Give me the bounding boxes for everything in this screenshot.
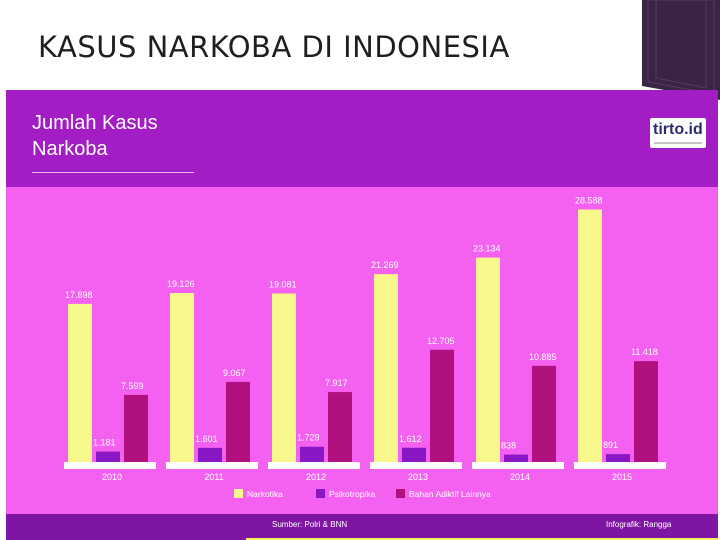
bar-3-2010	[124, 394, 148, 462]
source-note: Sumber: Polri & BNN	[272, 520, 348, 529]
bar-3-2012	[328, 392, 352, 462]
bar-2-2011	[198, 447, 222, 462]
bar-1-2012	[272, 293, 296, 462]
category-base	[574, 462, 666, 469]
bar-1-2011	[170, 293, 194, 462]
legend-swatch	[234, 489, 243, 498]
data-label: 17.898	[65, 290, 93, 300]
legend-swatch	[396, 489, 405, 498]
title-underline	[32, 172, 194, 173]
bar-1-2015	[578, 209, 602, 462]
category-label: 2015	[612, 472, 632, 482]
bar-1-2013	[374, 274, 398, 462]
data-label: 1.612	[399, 434, 422, 444]
infographic-footer: Sumber: Polri & BNN Infografik: Rangga	[6, 514, 718, 540]
credit-note: Infografik: Rangga	[606, 520, 672, 529]
data-label: 28.588	[575, 195, 603, 205]
bar-3-2013	[430, 349, 454, 462]
category-base	[268, 462, 360, 469]
legend-label: Bahan Adiktif Lainnya	[409, 489, 491, 499]
logo-text: tirto.id	[653, 121, 703, 138]
category-base	[370, 462, 462, 469]
footer-accent-line	[246, 538, 718, 540]
data-label: 23.134	[473, 244, 501, 254]
bar-3-2014	[532, 365, 556, 462]
bar-2-2014	[504, 454, 528, 462]
bar-2-2015	[606, 454, 630, 462]
bar-1-2010	[68, 303, 92, 462]
data-label: 1.601	[195, 434, 218, 444]
category-base	[166, 462, 258, 469]
tirto-logo: tirto.id	[650, 118, 706, 148]
category-label: 2010	[102, 472, 122, 482]
data-label: 12.705	[427, 336, 455, 346]
bar-2-2010	[96, 451, 120, 462]
data-label: 11.418	[631, 347, 658, 357]
bar-3-2011	[226, 381, 250, 462]
bar-3-2015	[634, 361, 658, 462]
bar-1-2014	[476, 257, 500, 462]
data-label: 21.269	[371, 260, 399, 270]
bar-chart: 17.898 1.181 7.599 2010 19.126 1.601 9.067 2011…	[64, 195, 666, 499]
category-label: 2012	[306, 472, 326, 482]
data-label: 1.729	[297, 433, 320, 443]
data-label: 1.181	[93, 438, 116, 448]
data-label: 7.599	[121, 381, 144, 391]
category-base	[64, 462, 156, 469]
category-label: 2014	[510, 472, 530, 482]
data-label: 19.126	[167, 279, 195, 289]
category-label: 2013	[408, 472, 428, 482]
legend-label: Narkotika	[247, 489, 283, 499]
data-label: 838	[501, 441, 516, 451]
slide-title: KASUS NARKOBA DI INDONESIA	[38, 30, 510, 64]
bar-2-2012	[300, 446, 324, 462]
data-label: 7.917	[325, 378, 348, 388]
legend-label: Psikotropika	[329, 489, 376, 499]
data-label: 19.081	[269, 279, 297, 289]
bar-2-2013	[402, 447, 426, 462]
data-label: 10.885	[529, 352, 557, 362]
category-base	[472, 462, 564, 469]
corner-decoration	[642, 0, 720, 100]
category-label: 2011	[204, 472, 223, 482]
infographic-title: Jumlah Kasus Narkoba	[32, 112, 158, 160]
data-label: 9.067	[223, 368, 246, 378]
legend-swatch	[316, 489, 325, 498]
infographic-header: Jumlah Kasus Narkoba tirto.id	[6, 90, 718, 187]
infographic-panel: Jumlah Kasus Narkoba tirto.id 17.898 1.18…	[6, 90, 718, 540]
data-label: 891	[603, 440, 618, 450]
logo-underline	[654, 142, 702, 144]
